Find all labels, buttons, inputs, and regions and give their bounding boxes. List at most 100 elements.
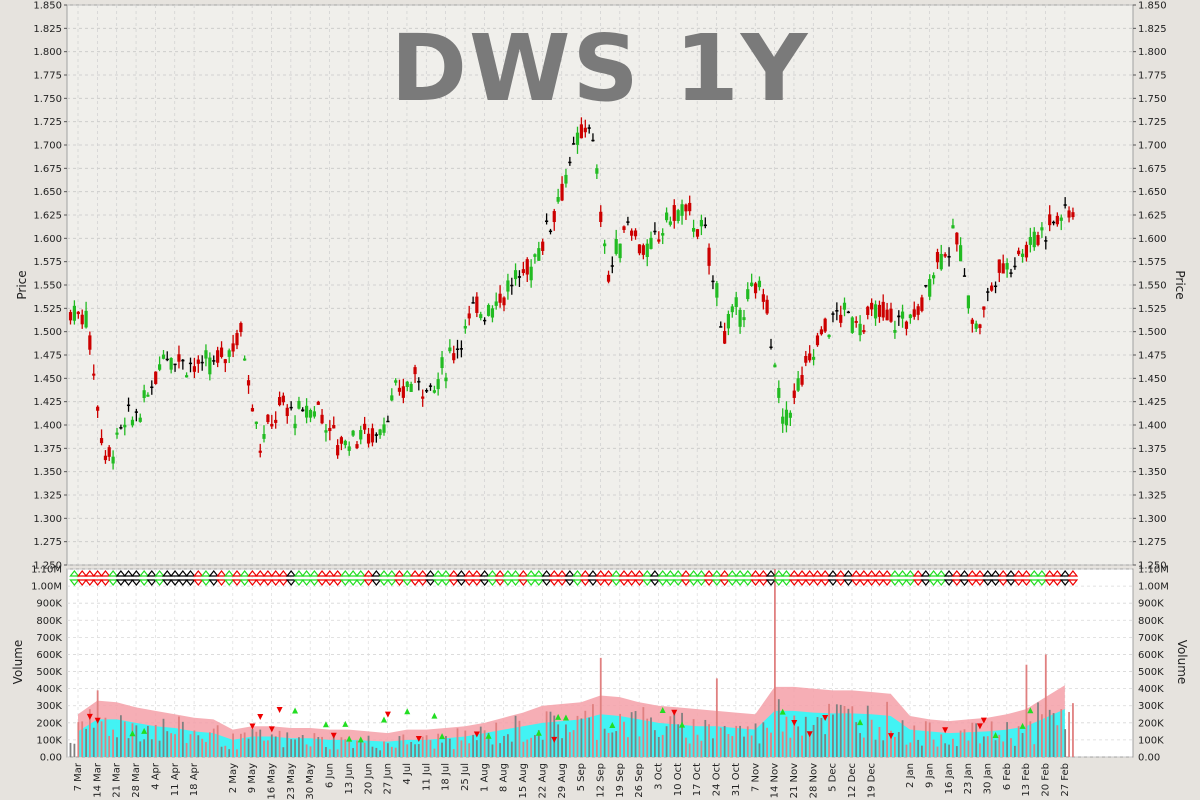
ohlc-body [951,225,955,229]
marker-row-down [456,579,467,586]
ohlc-bar [1009,268,1013,278]
volume-bar [921,745,923,757]
marker-row-down [719,579,730,586]
marker-row-up [371,570,382,577]
volume-bar [832,714,834,757]
volume-bar [657,736,660,757]
volume-bar [654,730,656,757]
ohlc-body [96,406,100,411]
date-tick-label: 11 Apr [170,762,181,796]
volume-down-marker [822,714,829,721]
volume-bar [913,725,916,757]
ohlc-bar [781,408,785,433]
volume-bar [615,731,618,757]
marker-row-down [967,579,978,586]
volume-bar [634,711,637,757]
volume-bar [565,724,567,757]
price-tick-label: 1.675 [33,164,62,175]
ohlc-bar [401,378,405,404]
marker-row-up [471,570,483,577]
ohlc-body [730,306,734,313]
ohlc-bar [796,371,800,392]
ohlc-bar [502,296,506,312]
marker-row-down [487,579,498,586]
marker-row-down [997,579,1009,586]
ohlc-bar [730,304,734,318]
ohlc-bar [289,401,293,411]
volume-bar [905,744,908,757]
ohlc-body [548,230,553,233]
ohlc-bar [746,282,750,302]
marker-row-down [889,579,901,586]
marker-row-down [355,579,366,586]
volume-bar [127,738,130,757]
ohlc-body [142,390,146,398]
marker-row-up [456,570,467,577]
ohlc-body [227,350,231,357]
marker-row-up [556,570,568,577]
volume-bar [398,736,401,757]
price-tick-label: 1.475 [33,351,62,362]
ohlc-bar [982,306,986,318]
marker-row-up [835,570,846,577]
ohlc-bar [618,243,622,263]
ohlc-body [533,254,537,257]
volume-tick-label: 400K [1138,684,1164,695]
ohlc-body [154,371,158,384]
marker-row-up [216,570,227,577]
volume-bar [584,710,587,757]
date-tick-label: 6 Feb [1002,763,1013,790]
volume-bar [247,738,250,757]
volume-bars [69,569,1074,757]
ohlc-bar [68,309,73,325]
volume-bar [193,730,196,757]
ohlc-body [200,361,204,364]
volume-bar [236,749,238,757]
marker-row-up [154,570,165,577]
price-tick-label: 1.450 [1138,374,1167,385]
marker-row-up [1067,570,1079,577]
marker-row-down [1059,579,1071,586]
ohlc-body [285,407,289,417]
ohlc-bar [575,126,580,154]
marker-row-up [262,570,274,577]
marker-row-down [634,579,645,586]
ohlc-body [84,310,88,328]
ohlc-body [676,210,680,221]
ohlc-body [490,308,495,318]
date-tick-label: 23 Jan [963,763,974,794]
ohlc-bar [243,355,247,361]
ohlc-body [320,414,324,424]
ohlc-body [753,283,758,294]
marker-row-down [1052,579,1063,586]
volume-bar [452,749,455,757]
ohlc-bar [548,228,553,235]
ohlc-body [192,366,196,372]
volume-bar [356,740,358,757]
ohlc-body [297,400,301,409]
volume-bar [777,699,780,757]
marker-row-down [100,579,111,586]
ohlc-body [916,306,920,315]
date-tick-label: 14 Mar [92,762,103,798]
ohlc-bar [545,213,549,225]
marker-row-down [69,579,80,586]
volume-bar [774,569,776,757]
volume-up-marker [535,729,542,736]
ohlc-body [150,386,154,389]
ohlc-bar [990,282,994,292]
ohlc-bar [219,341,224,359]
ohlc-body [510,284,514,287]
ohlc-bar [858,315,862,342]
marker-row-down [672,579,684,586]
price-bars [68,117,1075,470]
marker-row-down [711,579,723,586]
ohlc-bar [130,416,135,428]
marker-row-down [270,579,281,586]
volume-bar [495,722,498,757]
ohlc-body [1052,221,1056,224]
ohlc-bar [676,208,680,224]
ohlc-bar [1024,241,1029,262]
marker-row-up [69,570,80,577]
ohlc-bar [568,156,572,166]
